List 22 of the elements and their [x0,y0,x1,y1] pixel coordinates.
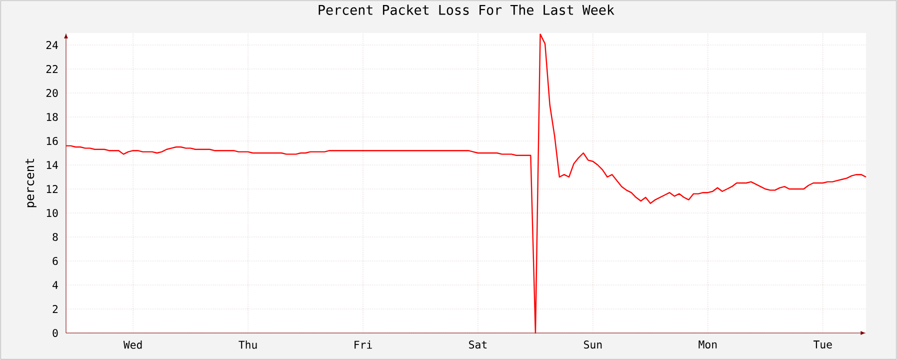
x-tick-label: Thu [238,340,257,349]
x-tick-label: Wed [123,340,142,349]
y-axis-title: percent [26,158,36,208]
x-tick-label: Sat [469,340,487,349]
y-tick-label: 10 [46,208,58,218]
y-tick-label: 0 [52,328,58,338]
y-tick-label: 12 [46,185,58,193]
y-tick-label: 2 [52,305,58,313]
y-tick-label: 18 [46,112,58,122]
y-tick-label: 14 [46,161,58,169]
chart-title: Percent Packet Loss For The Last Week [318,4,614,15]
x-tick-label: Fri [354,340,372,349]
y-tick-label: 20 [46,88,58,98]
y-tick-label: 16 [46,136,58,146]
y-tick-label: 24 [46,41,58,49]
y-tick-label: 4 [52,281,58,289]
y-tick-label: 6 [52,256,58,266]
x-tick-label: Mon [698,340,717,348]
y-tick-label: 22 [46,65,58,73]
x-tick-label: Tue [813,340,832,348]
x-tick-label: Sun [584,340,602,349]
y-tick-label: 8 [52,232,58,242]
